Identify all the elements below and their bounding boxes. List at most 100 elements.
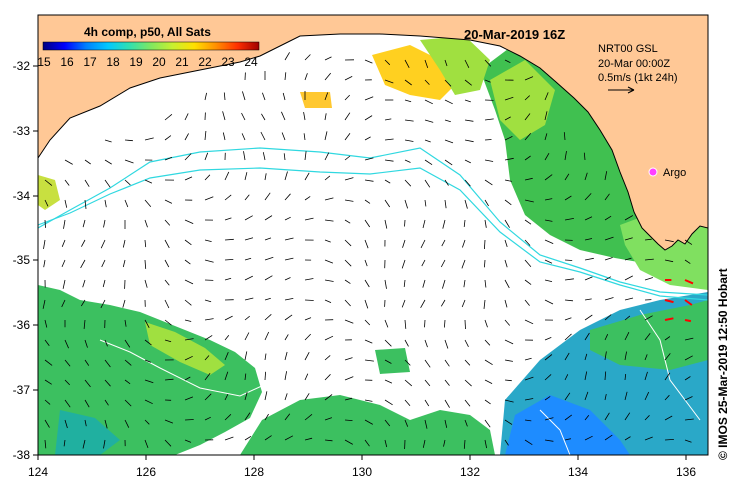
current-vector: [324, 175, 331, 181]
current-vector: [604, 297, 614, 301]
current-vector: [184, 279, 194, 285]
current-vector: [324, 259, 334, 264]
y-tick-36: -36: [13, 318, 31, 332]
current-vector: [344, 199, 354, 202]
current-vector: [260, 131, 266, 141]
current-vector: [442, 219, 446, 229]
current-vector: [504, 419, 513, 425]
current-vector: [364, 219, 371, 228]
current-vector: [164, 419, 174, 424]
current-vector: [504, 259, 508, 268]
current-vector: [324, 219, 334, 222]
current-vector: [204, 259, 214, 263]
current-vector: [403, 279, 406, 287]
current-vector: [684, 239, 693, 245]
current-vector: [364, 179, 374, 182]
current-vector: [464, 339, 469, 347]
current-vector: [644, 354, 648, 361]
current-vector: [544, 299, 554, 305]
current-vector: [604, 314, 612, 321]
current-vector: [84, 179, 90, 187]
current-vector: [384, 199, 391, 208]
current-vector: [384, 179, 391, 184]
current-vector: [624, 391, 628, 401]
current-vector: [82, 279, 86, 288]
plot-area: Argo: [38, 15, 708, 455]
current-vector: [244, 194, 250, 201]
current-vector: [524, 155, 531, 161]
current-vector: [544, 198, 553, 201]
current-vector: [44, 179, 53, 186]
current-vector: [384, 219, 388, 229]
current-vector: [464, 379, 472, 387]
reference-source: NRT00 GSL: [598, 43, 658, 55]
current-vector: [684, 319, 692, 323]
current-vector: [244, 297, 254, 301]
current-vector: [324, 279, 334, 282]
current-vector: [324, 72, 332, 81]
current-vector: [44, 339, 50, 346]
current-vector: [504, 179, 512, 182]
current-vector: [64, 199, 68, 208]
current-vector: [104, 199, 107, 208]
current-vector: [244, 391, 248, 401]
current-vector: [424, 359, 431, 368]
current-vector: [124, 379, 131, 385]
current-vector: [164, 219, 171, 226]
current-vector: [484, 79, 491, 83]
current-vector: [401, 299, 406, 308]
current-vector: [284, 171, 288, 181]
current-vector: [324, 56, 332, 61]
current-vector: [344, 76, 353, 81]
current-vector: [44, 379, 52, 385]
current-vector: [244, 351, 248, 361]
sst-patch-mid-strip: [375, 348, 410, 374]
current-vector: [124, 159, 134, 164]
x-tick-130: 130: [352, 465, 372, 479]
current-vector: [524, 132, 532, 141]
current-vector: [424, 79, 430, 85]
current-vector: [422, 279, 426, 288]
current-vector: [443, 439, 446, 447]
current-vector: [264, 353, 267, 361]
current-vector: [204, 196, 214, 201]
current-vector: [424, 339, 428, 348]
current-vector: [304, 278, 314, 281]
current-vector: [43, 239, 46, 249]
current-vector: [504, 157, 514, 161]
current-vector: [684, 259, 691, 264]
current-vector: [82, 439, 86, 449]
current-vector: [144, 379, 154, 384]
current-vector: [344, 112, 351, 121]
current-vector: [484, 59, 492, 67]
current-vector: [504, 116, 511, 121]
current-vector: [264, 331, 270, 341]
current-vector: [244, 332, 250, 341]
current-vector: [224, 436, 234, 441]
current-vector: [241, 133, 246, 141]
current-vector: [344, 279, 351, 284]
current-vector: [344, 259, 352, 267]
current-vector: [504, 399, 514, 403]
current-vector: [284, 277, 291, 281]
current-vector: [144, 199, 152, 208]
current-vector: [164, 113, 173, 121]
current-vector: [264, 173, 267, 181]
current-vector: [324, 417, 333, 421]
current-vector: [304, 217, 314, 221]
x-tick-126: 126: [136, 465, 156, 479]
current-vector: [63, 219, 66, 229]
current-vector: [164, 259, 170, 268]
current-vector: [544, 152, 550, 161]
current-vector: [664, 372, 671, 381]
current-vector: [624, 257, 632, 261]
current-vector: [504, 59, 511, 64]
current-vector: [463, 219, 466, 227]
current-vector: [524, 398, 534, 401]
current-vector: [564, 392, 571, 401]
current-vector: [564, 259, 573, 261]
current-vector: [44, 359, 53, 366]
current-vector: [504, 439, 509, 446]
current-vector: [82, 219, 86, 228]
